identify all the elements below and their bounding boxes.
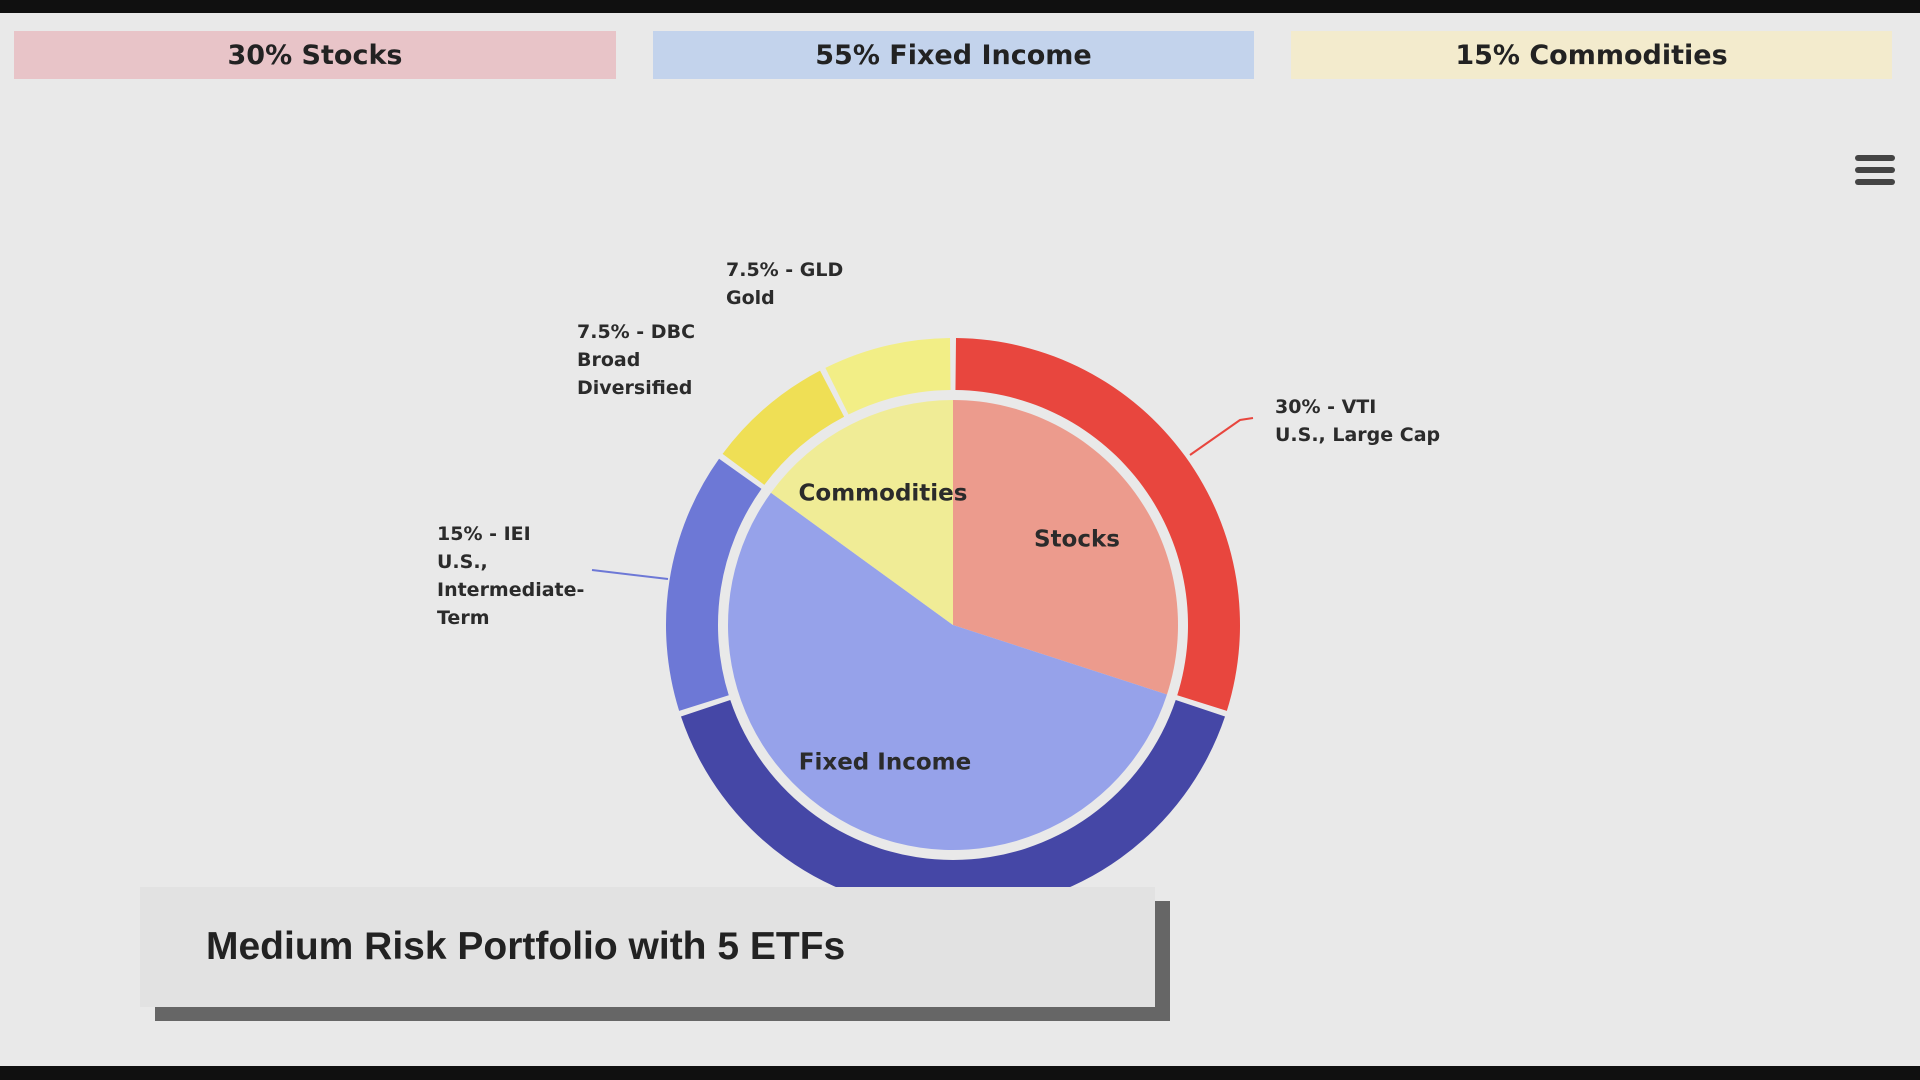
outer-label-vti: 30% - VTI U.S., Large Cap — [1275, 396, 1440, 446]
inner-label-stocks: Stocks — [1034, 527, 1120, 553]
inner-slice-commodities — [770, 400, 953, 625]
caption-title: Medium Risk Portfolio with 5 ETFs — [206, 925, 846, 968]
outer-slice-tlt — [680, 699, 1226, 912]
inner-label-fixed-income: Fixed Income — [799, 750, 971, 776]
fixed-income-allocation-banner: 55% Fixed Income — [653, 31, 1254, 79]
inner-slice-fixed-income — [727, 492, 1167, 851]
outer-slice-vti — [955, 338, 1240, 711]
outer-slice-iei — [665, 458, 762, 711]
caption-box: Medium Risk Portfolio with 5 ETFs — [140, 887, 1155, 1007]
inner-slice-stocks — [953, 400, 1178, 695]
outer-label-iei: 15% - IEI U.S., Intermediate-Term — [437, 523, 584, 629]
leader-line-vti — [1189, 417, 1254, 456]
outer-label-gld: 7.5% - GLD Gold — [726, 259, 843, 309]
outer-slice-dbc — [722, 370, 845, 485]
leader-line-iei — [591, 569, 669, 580]
inner-label-commodities: Commodities — [799, 481, 968, 507]
stocks-allocation-banner: 30% Stocks — [14, 31, 616, 79]
outer-label-dbc: 7.5% - DBC Broad Diversified — [577, 321, 695, 399]
commodities-allocation-banner: 15% Commodities — [1291, 31, 1892, 79]
top-letterbox-bar — [0, 0, 1920, 13]
hamburger-menu-icon[interactable] — [1855, 155, 1895, 189]
bottom-letterbox-bar — [0, 1066, 1920, 1080]
outer-slice-gld — [825, 338, 951, 415]
